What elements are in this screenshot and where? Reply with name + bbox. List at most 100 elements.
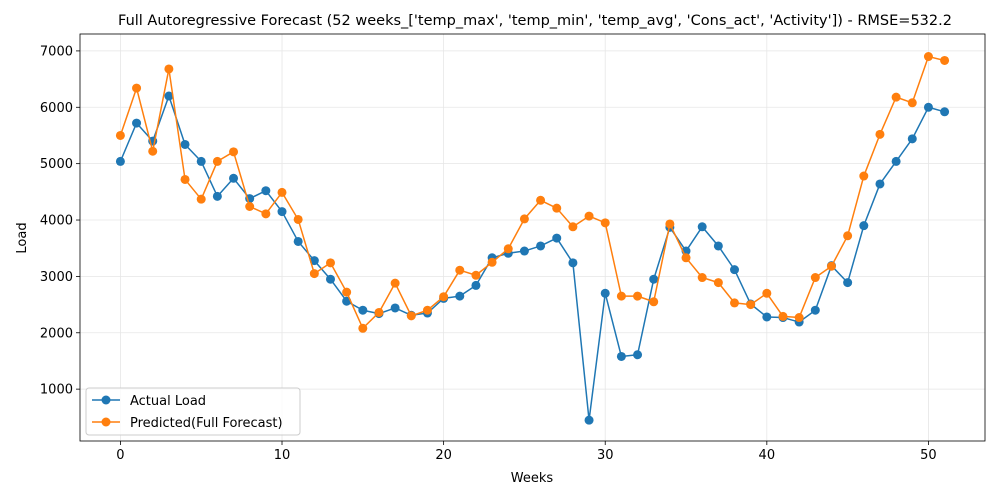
data-point	[875, 129, 885, 139]
data-point	[600, 218, 610, 228]
data-point	[616, 291, 626, 301]
data-point	[342, 287, 352, 297]
data-point	[907, 98, 917, 108]
data-point	[261, 186, 271, 196]
data-point	[309, 256, 319, 266]
data-point	[730, 298, 740, 308]
data-point	[940, 55, 950, 65]
legend-marker-actual	[101, 395, 111, 405]
data-point	[923, 52, 933, 62]
data-point	[212, 191, 222, 201]
data-point	[487, 257, 497, 267]
data-point	[374, 307, 384, 317]
legend-box	[85, 387, 301, 436]
data-point	[697, 222, 707, 232]
data-point	[358, 323, 368, 333]
data-point	[293, 236, 303, 246]
data-point	[600, 288, 610, 298]
data-point	[859, 171, 869, 181]
data-point	[762, 312, 772, 322]
data-point	[794, 313, 804, 323]
data-point	[568, 222, 578, 232]
data-point	[180, 139, 190, 149]
x-tick-label: 50	[920, 448, 937, 463]
data-point	[552, 203, 562, 213]
plot-area	[79, 33, 986, 442]
data-point	[471, 280, 481, 290]
data-point	[148, 146, 158, 156]
legend-label-predicted: Predicted(Full Forecast)	[130, 416, 283, 431]
data-point	[697, 273, 707, 283]
data-point	[826, 261, 836, 271]
data-point	[115, 130, 125, 140]
x-tick-label: 30	[597, 448, 614, 463]
data-point	[746, 300, 756, 310]
data-point	[277, 187, 287, 197]
chart-title: Full Autoregressive Forecast (52 weeks_[…	[118, 13, 952, 29]
y-tick-label: 1000	[40, 383, 73, 398]
data-point	[713, 241, 723, 251]
data-point	[519, 214, 529, 224]
data-point	[164, 64, 174, 74]
data-point	[633, 350, 643, 360]
data-point	[536, 195, 546, 205]
y-tick-label: 3000	[40, 270, 73, 285]
y-tick-label: 2000	[40, 326, 73, 341]
data-point	[859, 221, 869, 231]
data-point	[358, 305, 368, 315]
data-point	[568, 258, 578, 268]
x-tick-label: 0	[116, 448, 124, 463]
data-point	[940, 107, 950, 117]
data-point	[277, 207, 287, 217]
data-point	[633, 291, 643, 301]
data-point	[584, 415, 594, 425]
y-axis-label: Load	[15, 222, 30, 253]
data-point	[762, 288, 772, 298]
axis-ticks: 0 10 20 30 40 50 1000 2000 3000 4000 5000 6000 7000	[40, 44, 937, 463]
x-tick-label: 40	[759, 448, 776, 463]
data-point	[907, 134, 917, 144]
data-point	[229, 173, 239, 183]
data-point	[390, 278, 400, 288]
data-point	[196, 194, 206, 204]
series-line-0	[119, 95, 945, 421]
data-point	[519, 246, 529, 256]
data-point	[536, 241, 546, 251]
data-point	[293, 214, 303, 224]
data-point	[439, 292, 449, 302]
data-point	[180, 174, 190, 184]
data-point	[923, 102, 933, 112]
x-axis-label: Weeks	[511, 471, 554, 486]
data-point	[309, 269, 319, 279]
data-point	[390, 303, 400, 313]
data-point	[552, 233, 562, 243]
data-point	[261, 209, 271, 219]
data-point	[229, 147, 239, 157]
data-point	[196, 156, 206, 166]
data-point	[132, 83, 142, 93]
legend-marker-predicted	[101, 417, 111, 427]
data-point	[891, 92, 901, 102]
data-point	[843, 231, 853, 241]
data-point	[810, 305, 820, 315]
data-point	[455, 265, 465, 275]
x-tick-label: 10	[274, 448, 291, 463]
legend-label-actual: Actual Load	[130, 394, 206, 409]
data-point	[422, 305, 432, 315]
series	[115, 52, 950, 425]
series-line-1	[119, 55, 945, 330]
y-tick-label: 7000	[40, 44, 73, 59]
data-point	[471, 270, 481, 280]
x-tick-label: 20	[435, 448, 452, 463]
data-point	[584, 211, 594, 221]
data-point	[730, 265, 740, 275]
data-point	[713, 278, 723, 288]
data-point	[616, 351, 626, 361]
legend: Actual Load Predicted(Full Forecast)	[85, 387, 301, 436]
y-tick-label: 5000	[40, 157, 73, 172]
data-point	[843, 278, 853, 288]
data-point	[212, 156, 222, 166]
data-point	[325, 274, 335, 284]
data-point	[649, 274, 659, 284]
